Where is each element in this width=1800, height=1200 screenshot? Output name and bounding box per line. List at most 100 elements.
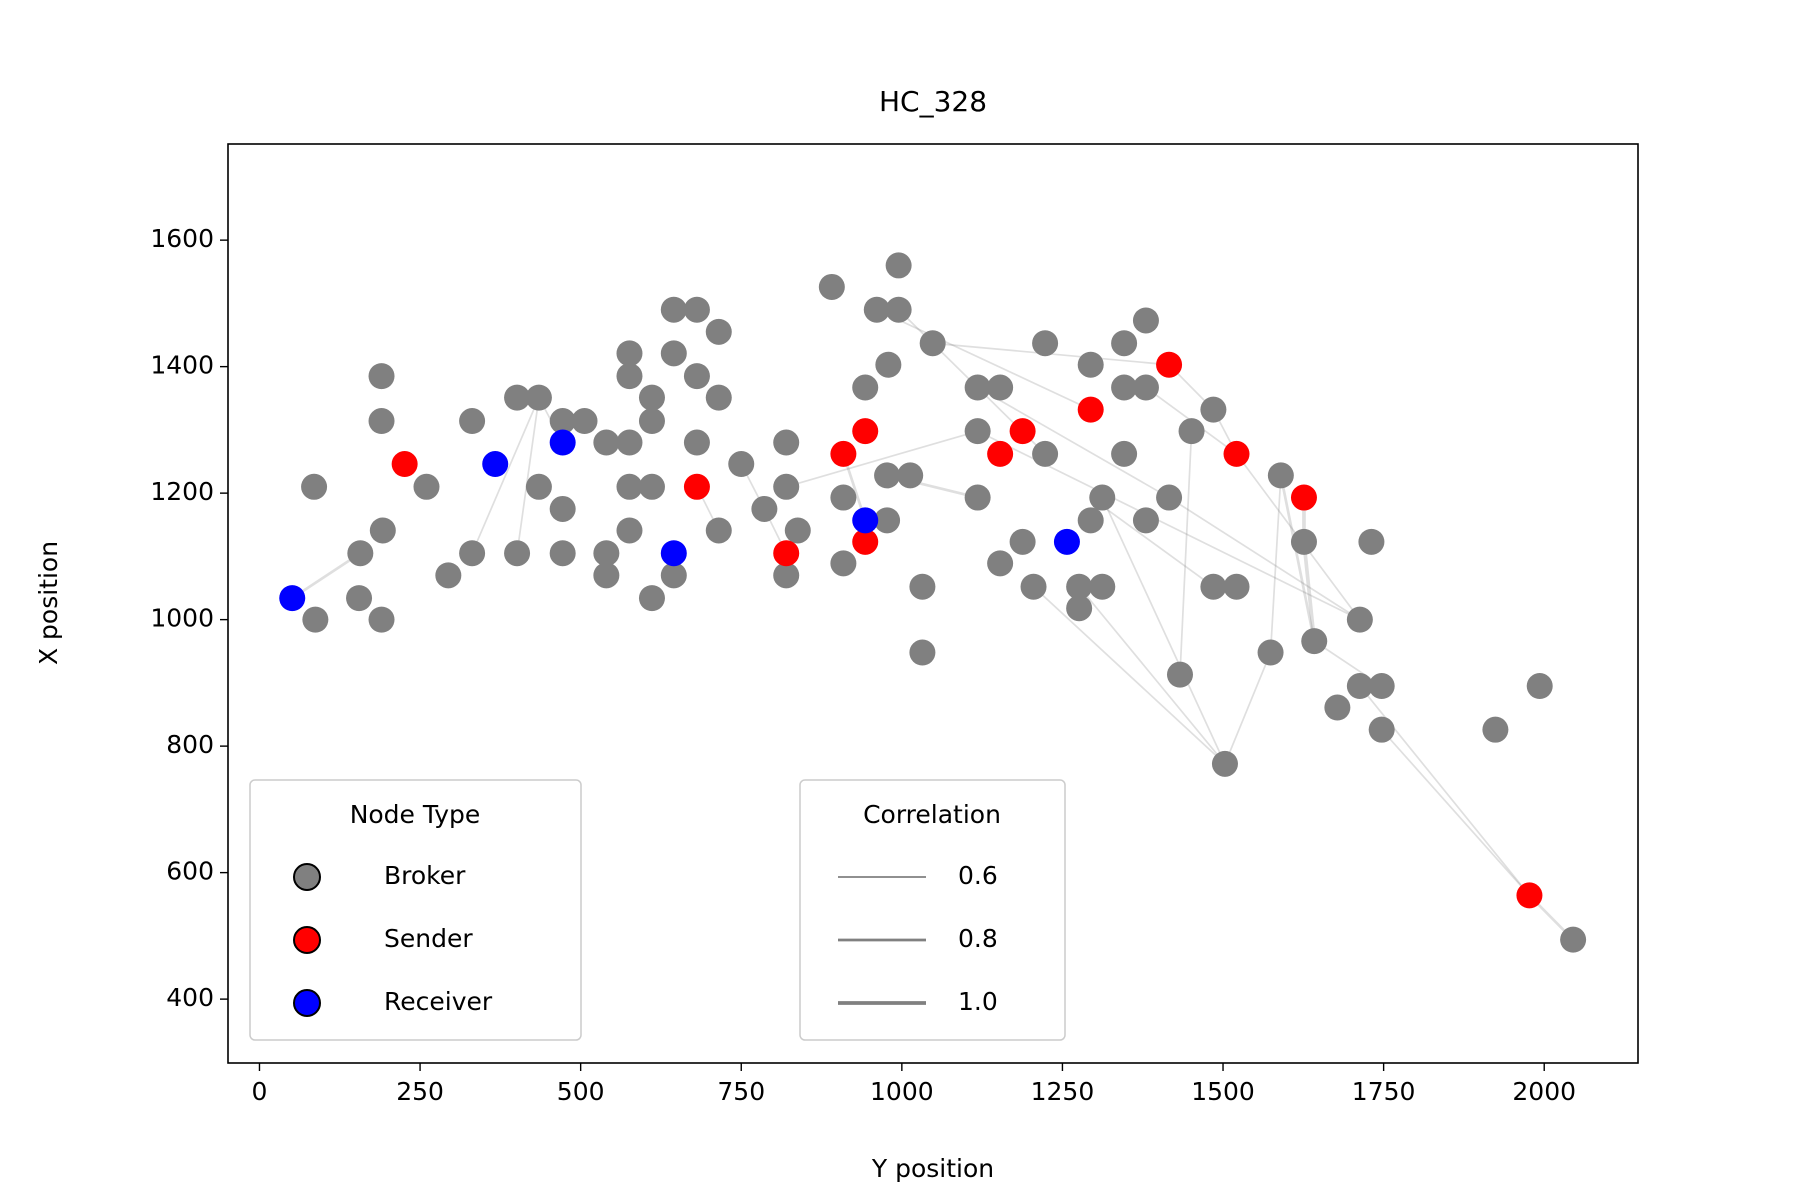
node [1368,673,1395,700]
node [638,473,665,500]
x-tick-label: 500 [557,1077,605,1106]
node [1223,440,1250,467]
legend-marker [293,989,321,1017]
legend-marker [293,926,321,954]
node [874,462,901,489]
node [1111,330,1138,357]
node [302,606,329,633]
legend-marker [293,863,321,891]
y-tick-label: 1000 [150,604,214,633]
node [616,473,643,500]
node [1009,418,1036,445]
node [549,540,576,567]
edge [1381,729,1531,896]
legend-title: Node Type [350,800,481,829]
node [818,273,845,300]
y-tick-label: 600 [166,857,214,886]
node [1032,330,1059,357]
node [1200,396,1227,423]
node [549,429,576,456]
legend-label: Sender [384,924,473,953]
legend-label: Receiver [384,987,493,1016]
node [638,384,665,411]
node [909,573,936,600]
edge [1269,475,1282,653]
y-tick-label: 800 [166,730,214,759]
node [638,585,665,612]
y-tick-label: 1400 [150,351,214,380]
node [852,374,879,401]
edge [1224,652,1272,765]
node [1111,440,1138,467]
edge [1090,496,1214,588]
edge [1168,496,1361,621]
legend-title: Correlation [863,800,1001,829]
node [459,540,486,567]
node [1111,374,1138,401]
node [369,517,396,544]
node [1020,573,1047,600]
node [347,540,374,567]
node [987,374,1014,401]
node [1009,528,1036,555]
x-tick-label: 1250 [1031,1077,1095,1106]
node [525,384,552,411]
node [1223,573,1250,600]
edge [516,397,540,554]
node [885,252,912,279]
chart-title: HC_328 [879,85,987,118]
plot-frame [227,143,1639,1064]
node [504,384,531,411]
x-tick-label: 1000 [870,1077,934,1106]
legend-box [249,779,582,1041]
node [1066,573,1093,600]
node [525,473,552,500]
node [1200,573,1227,600]
node [1053,528,1080,555]
node [1077,396,1104,423]
node [638,408,665,435]
node [1132,374,1159,401]
node [616,517,643,544]
node [1257,639,1284,666]
node [1211,750,1238,777]
node [413,473,440,500]
node [784,517,811,544]
node [683,363,710,390]
node [964,374,991,401]
node [830,484,857,511]
node [571,408,598,435]
node [1358,528,1385,555]
edge [785,430,978,488]
node [1560,926,1587,953]
edge [876,308,1092,411]
edge [1279,475,1316,642]
node [346,585,373,612]
node [660,540,687,567]
node [705,318,732,345]
node [368,363,395,390]
node [1368,716,1395,743]
legend-box [799,779,1066,1041]
node [1526,673,1553,700]
node [1301,628,1328,655]
node [549,408,576,435]
node [616,429,643,456]
legend-label: 1.0 [958,987,998,1016]
y-axis-label: X position [34,541,63,665]
node [987,440,1014,467]
node [1156,351,1183,378]
node [549,495,576,522]
node [1066,595,1093,622]
node [616,363,643,390]
edge [471,397,540,554]
node [368,606,395,633]
node [1089,484,1116,511]
x-tick-label: 0 [252,1077,268,1106]
node [683,296,710,323]
node [368,408,395,435]
node [660,340,687,367]
node [830,440,857,467]
x-tick-label: 1750 [1352,1077,1416,1106]
